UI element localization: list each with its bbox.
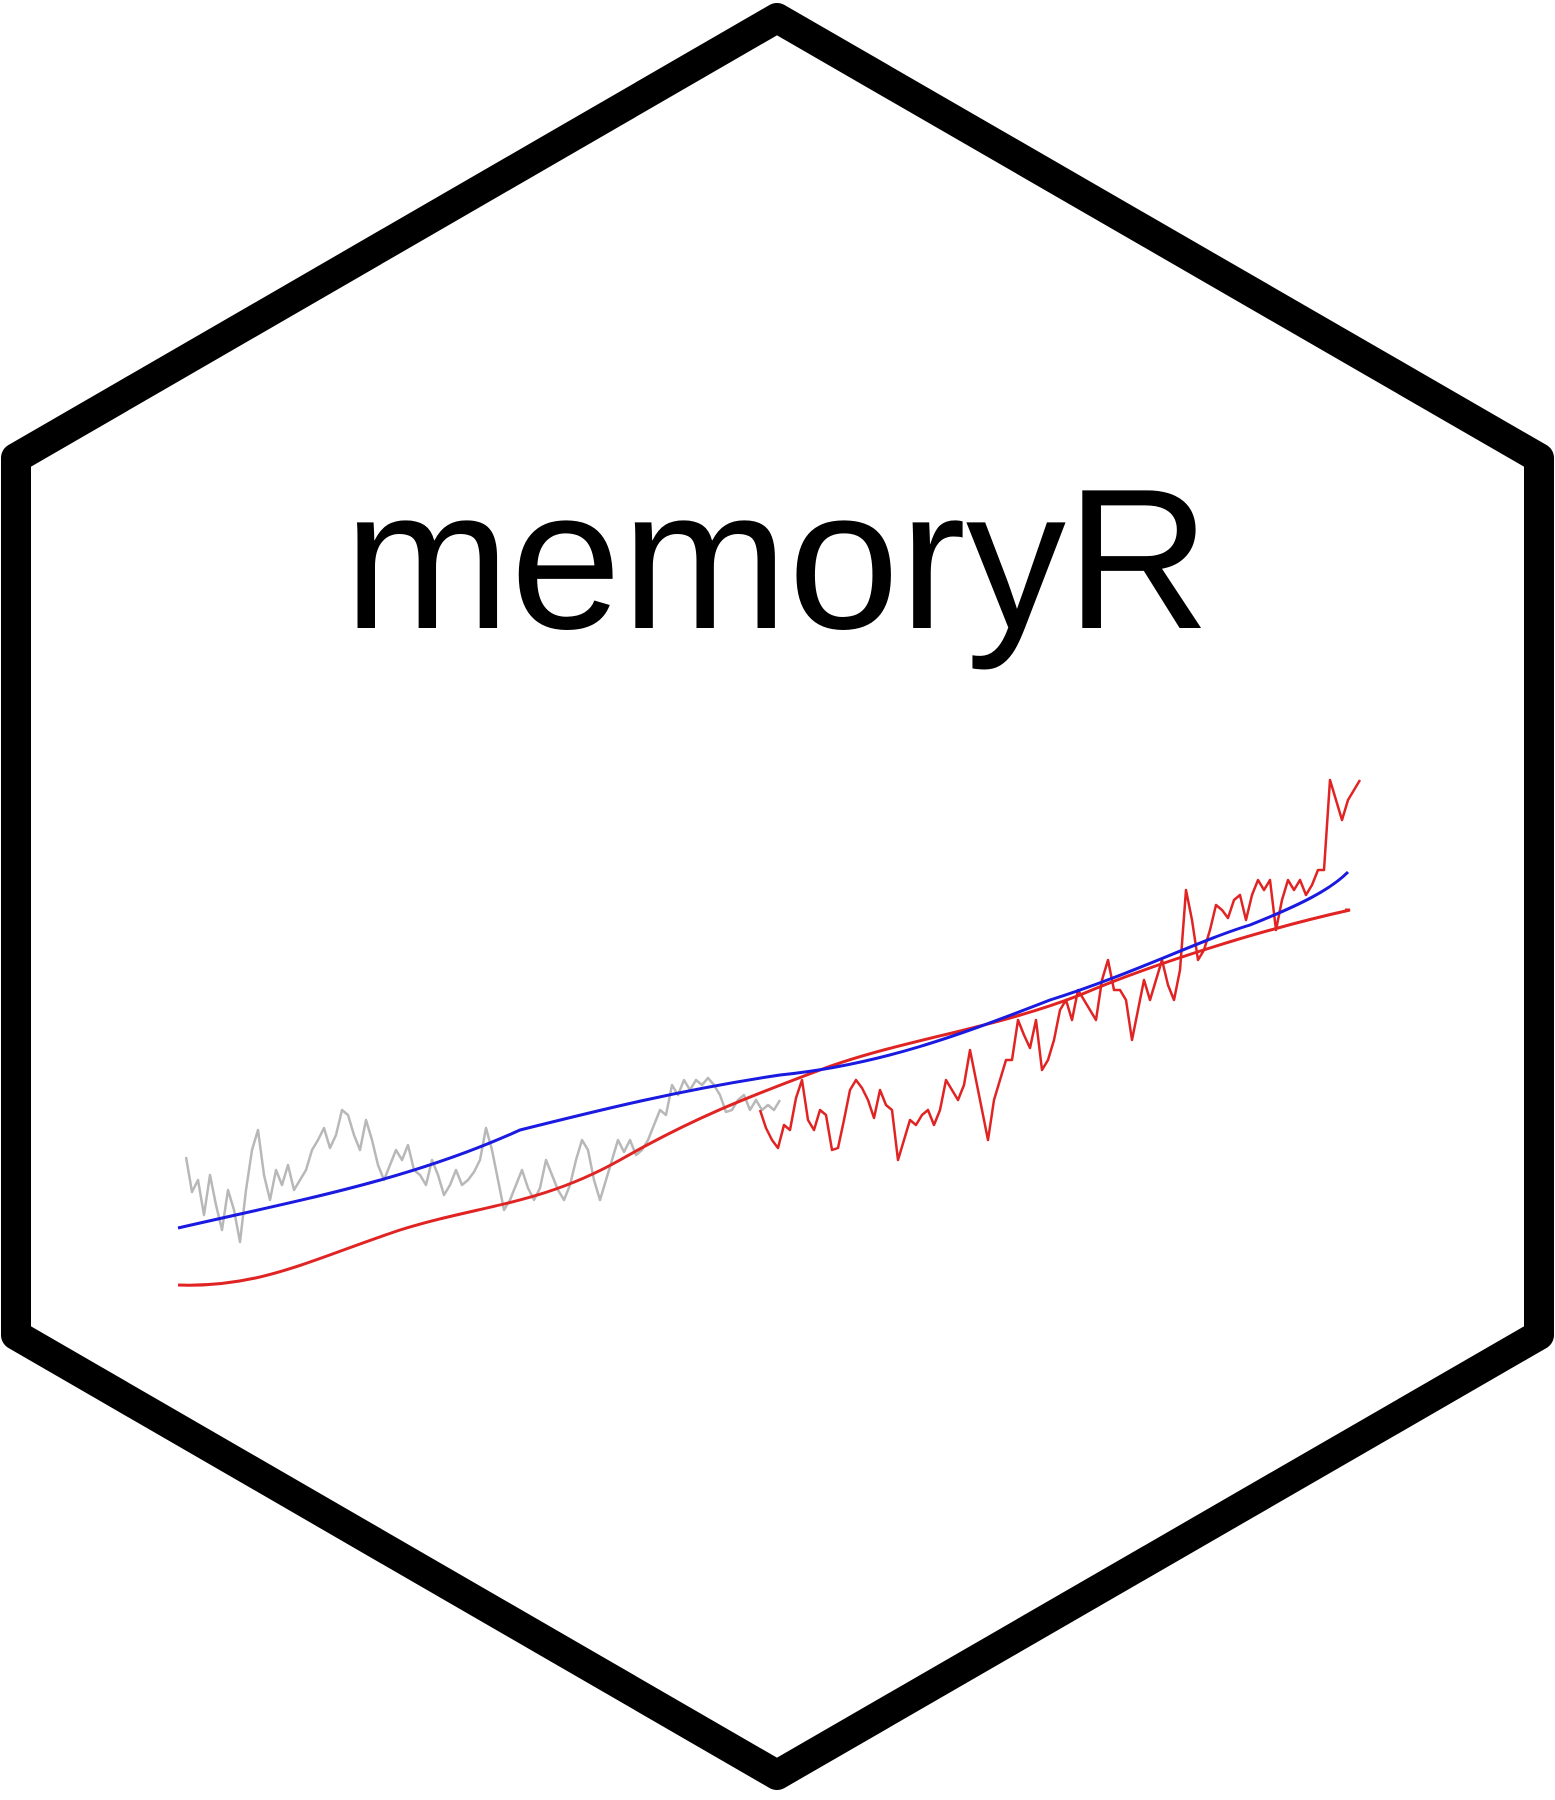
hexagon-frame-icon xyxy=(1,3,1554,1790)
grey-noise-series xyxy=(184,1076,782,1244)
blue-trend-line xyxy=(177,870,1350,1230)
red-trend-line xyxy=(177,908,1351,1287)
red-noise-series xyxy=(758,778,1362,1162)
package-title: memoryR xyxy=(344,448,1211,671)
time-series-plot-icon xyxy=(177,778,1362,1287)
